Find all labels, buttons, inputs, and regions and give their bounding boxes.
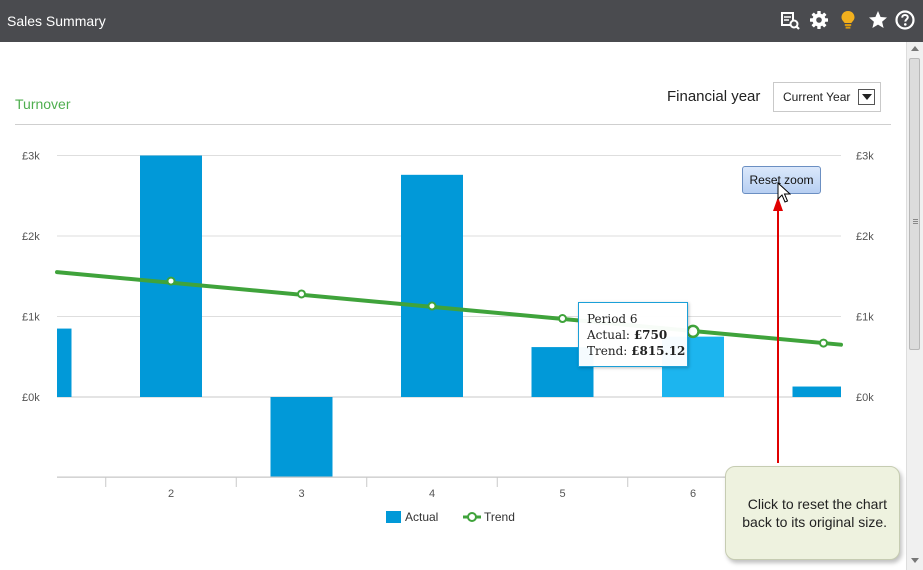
turnover-chart[interactable]: 2 3 4 5 6 £3k £2k £1k £0k £3k £2k £1k £0k — [0, 0, 906, 528]
mouse-cursor-icon — [777, 182, 791, 203]
bar-actual-period-7[interactable] — [792, 386, 842, 397]
section-divider — [15, 124, 891, 125]
trend-point-period-4[interactable] — [427, 301, 437, 311]
title-bar: Sales Summary — [0, 0, 923, 43]
y-tick-label-right: £0k — [856, 392, 874, 404]
bar-actual-period-4[interactable] — [401, 174, 463, 397]
legend-trend[interactable]: Trend — [463, 510, 515, 524]
scroll-up-arrow-icon[interactable] — [911, 46, 919, 51]
tooltip-trend-value: £815.12 — [631, 344, 686, 358]
help-callout: Click to reset the chart back to its ori… — [725, 466, 900, 560]
tooltip-actual-row: Actual: £750 — [587, 327, 687, 343]
trend-line — [55, 270, 843, 347]
trend-point-period-3[interactable] — [297, 289, 306, 299]
y-tick-label-right: £1k — [856, 312, 874, 324]
legend-actual[interactable]: Actual — [386, 510, 438, 524]
y-tick-label-left: £2k — [22, 231, 40, 243]
x-tick-label: 4 — [429, 488, 435, 500]
trend-point-period-7[interactable] — [819, 338, 828, 348]
report-search-icon[interactable] — [779, 9, 801, 31]
y-tick-label-right: £3k — [856, 151, 874, 163]
x-tick-label: 2 — [168, 488, 174, 500]
annotation-arrow-head-icon — [773, 197, 783, 211]
bar-actual-period-3[interactable] — [270, 397, 333, 478]
x-tick-label: 6 — [690, 488, 696, 500]
vertical-scrollbar[interactable] — [906, 42, 923, 570]
trend-point-period-6[interactable] — [686, 324, 700, 339]
legend-actual-swatch-icon — [386, 511, 401, 523]
legend-actual-label: Actual — [405, 510, 439, 524]
star-icon[interactable] — [867, 9, 889, 31]
window-title: Sales Summary — [7, 13, 106, 29]
tooltip-title: Period 6 — [587, 312, 638, 326]
legend-trend-label: Trend — [484, 510, 515, 524]
callout-line-2: back to its original size. — [742, 514, 887, 530]
tooltip-actual-value: £750 — [633, 328, 668, 342]
reset-zoom-button[interactable]: Reset zoom — [742, 166, 821, 194]
y-tick-label-left: £0k — [22, 392, 40, 404]
x-tick-label: 3 — [298, 488, 304, 500]
section-title: Turnover — [15, 96, 71, 112]
tooltip-trend-row: Trend: £815.12 — [587, 343, 687, 359]
scroll-down-arrow-icon[interactable] — [911, 558, 919, 563]
y-tick-label-left: £1k — [22, 312, 40, 324]
financial-year-value: Current Year — [783, 90, 851, 104]
financial-year-select[interactable]: Current Year — [773, 82, 881, 112]
lightbulb-icon[interactable] — [837, 9, 859, 31]
scroll-thumb[interactable] — [909, 58, 920, 350]
legend-trend-swatch-icon — [463, 512, 481, 522]
y-tick-label-left: £3k — [22, 151, 40, 163]
y-tick-label-right: £2k — [856, 231, 874, 243]
tooltip-actual-label: Actual: — [587, 328, 630, 342]
gear-icon[interactable] — [808, 9, 830, 31]
tooltip-trend-label: Trend: — [587, 344, 628, 358]
trend-point-period-2[interactable] — [166, 276, 176, 286]
x-tick-label: 5 — [559, 488, 565, 500]
financial-year-label: Financial year — [667, 88, 761, 105]
bar-actual-period-1[interactable] — [57, 328, 72, 397]
trend-point-period-5[interactable] — [558, 314, 567, 324]
help-icon[interactable] — [894, 9, 916, 31]
chevron-down-icon[interactable] — [858, 89, 875, 105]
bar-actual-period-2[interactable] — [140, 155, 202, 398]
chart-tooltip: Period 6 Actual: £750 Trend: £815.12 — [578, 302, 688, 367]
callout-line-1: Click to reset the chart — [747, 496, 887, 512]
scroll-grip-icon — [913, 219, 918, 220]
